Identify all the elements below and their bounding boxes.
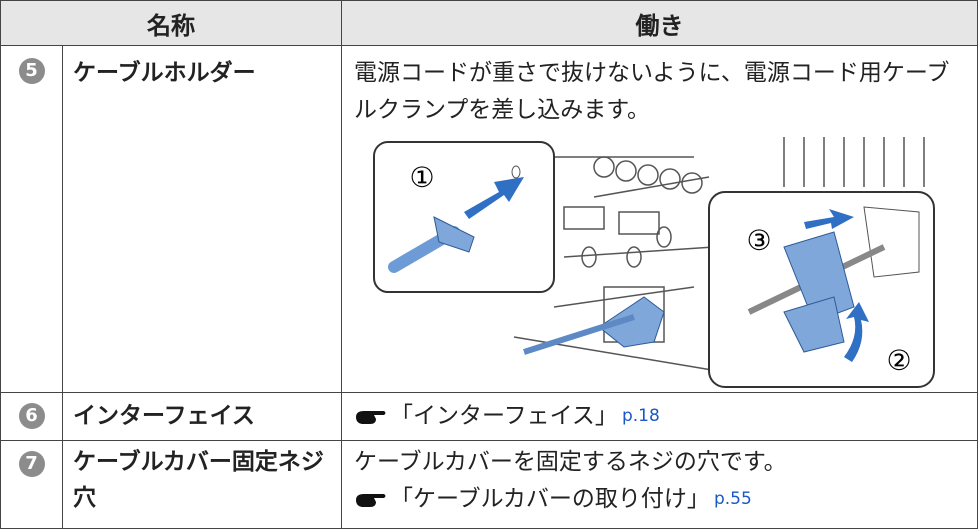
number-badge: 6 (18, 403, 45, 429)
header-row: 名称 働き (0, 0, 978, 46)
number-cell: 5 (0, 45, 63, 393)
number-cell: 7 (0, 440, 63, 529)
number-badge: 5 (18, 58, 45, 84)
row: 7 ケーブルカバー固定ネジ穴 ケーブルカバーを固定するネジの穴です。 「ケーブル… (0, 440, 978, 529)
page-link[interactable]: p.55 (713, 489, 752, 509)
row: 5 ケーブルホルダー 電源コードが重さで抜けないように、電源コード用ケーブルクラ… (0, 45, 978, 393)
figure-label: ① (409, 161, 434, 194)
header-cell: 名称 (0, 0, 342, 46)
name-cell: インターフェイス (62, 392, 342, 441)
pointer-icon (356, 410, 386, 424)
description-cell: ケーブルカバーを固定するネジの穴です。 「ケーブルカバーの取り付け」 p.55 (341, 440, 978, 529)
name-cell: ケーブルホルダー (62, 45, 342, 393)
description-cell: 「インターフェイス」 p.18 (341, 392, 978, 441)
pointer-icon (356, 493, 386, 507)
figure-label: ② (886, 344, 911, 377)
illustration: ① ③ ② (373, 137, 935, 388)
reference[interactable]: 「インターフェイス」 p.18 (354, 398, 967, 435)
reference-text: 「ケーブルカバーの取り付け」 (390, 486, 710, 512)
name-cell: ケーブルカバー固定ネジ穴 (62, 440, 342, 529)
description: 電源コードが重さで抜けないように、電源コード用ケーブルクランプを差し込みます。 (354, 60, 950, 123)
number-cell: 6 (0, 392, 63, 441)
figure-label: ③ (746, 224, 771, 257)
reference[interactable]: 「ケーブルカバーの取り付け」 p.55 (354, 481, 967, 518)
description: ケーブルカバーを固定するネジの穴です。 (354, 449, 787, 475)
number-badge: 7 (18, 451, 45, 477)
row: 6 インターフェイス 「インターフェイス」 p.18 (0, 392, 978, 441)
page-link[interactable]: p.18 (621, 406, 660, 426)
reference-text: 「インターフェイス」 (390, 403, 618, 429)
header-cell: 働き (341, 0, 978, 46)
description-cell: 電源コードが重さで抜けないように、電源コード用ケーブルクランプを差し込みます。 … (341, 45, 978, 393)
